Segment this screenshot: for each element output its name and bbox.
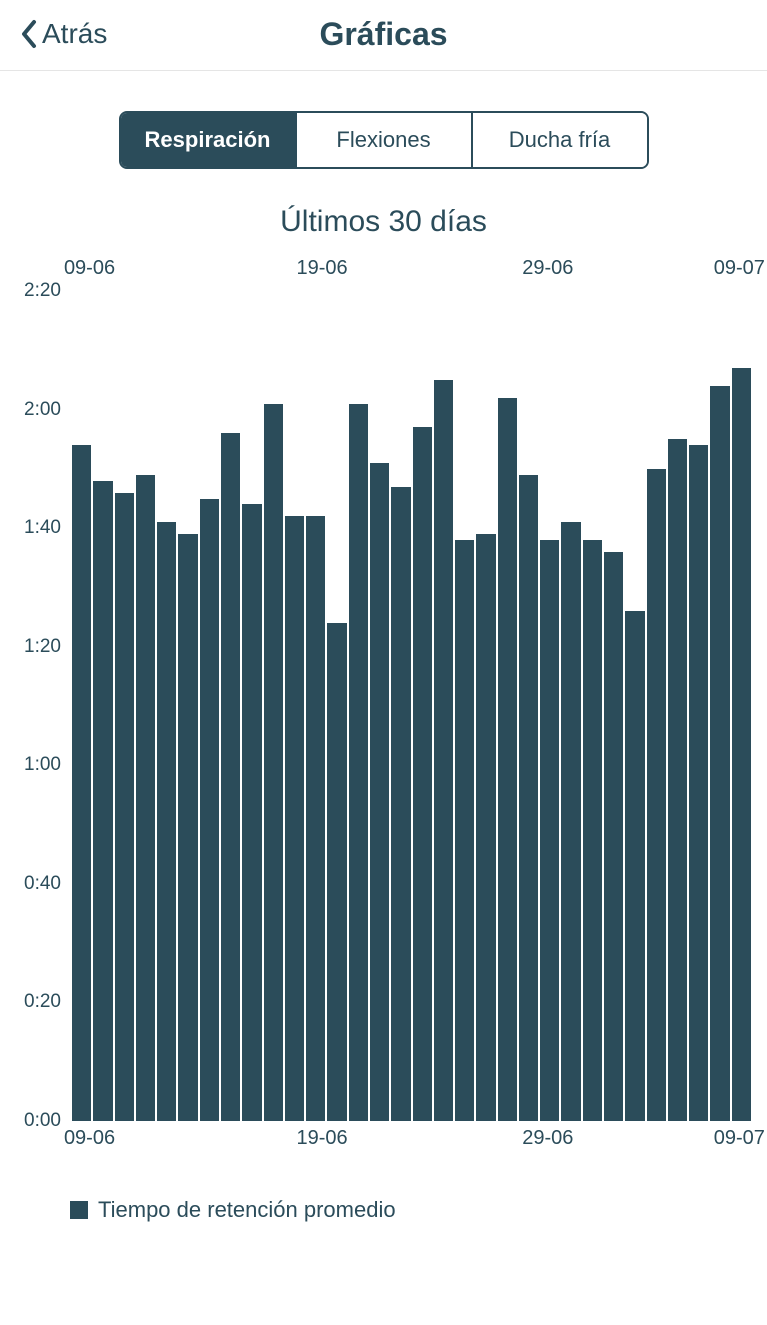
back-label: Atrás xyxy=(42,18,107,50)
y-tick-label: 0:20 xyxy=(24,991,61,1013)
chart-bar xyxy=(434,380,453,1121)
x-tick-label-bottom: 09-06 xyxy=(64,1127,115,1150)
chart-bar xyxy=(264,404,283,1121)
y-tick-label: 1:20 xyxy=(24,636,61,658)
chart-bar xyxy=(391,487,410,1121)
y-tick-label: 0:40 xyxy=(24,873,61,895)
chart-bar xyxy=(710,386,729,1121)
x-tick-label-top: 09-06 xyxy=(64,257,115,280)
y-tick-label: 1:00 xyxy=(24,754,61,776)
tab-ducha-fria[interactable]: Ducha fría xyxy=(473,113,647,167)
chart-bar xyxy=(72,445,91,1121)
tab-flexiones[interactable]: Flexiones xyxy=(297,113,473,167)
chart-bar xyxy=(583,540,602,1121)
chart-bar xyxy=(668,439,687,1121)
y-tick-label: 0:00 xyxy=(24,1110,61,1132)
x-tick-label-bottom: 29-06 xyxy=(522,1127,573,1150)
y-tick-label: 1:40 xyxy=(24,517,61,539)
chart-bar xyxy=(540,540,559,1121)
chart-container: 09-0619-0629-0609-07 2:202:001:401:201:0… xyxy=(14,257,753,1177)
chart-bar xyxy=(93,481,112,1121)
chart-bar xyxy=(561,522,580,1121)
chart-bar xyxy=(200,499,219,1122)
chart-bar xyxy=(115,493,134,1121)
segmented-control: Respiración Flexiones Ducha fría xyxy=(119,111,649,169)
chart-title: Últimos 30 días xyxy=(0,205,767,239)
chart-bar xyxy=(476,534,495,1121)
y-axis: 2:202:001:401:201:000:400:200:00 xyxy=(14,291,69,1121)
x-axis-bottom: 09-0619-0629-0609-07 xyxy=(69,1127,753,1157)
app-header: Atrás Gráficas xyxy=(0,0,767,71)
chart-bar xyxy=(732,368,751,1121)
chart-bar xyxy=(413,427,432,1121)
chart-bar xyxy=(306,516,325,1121)
legend-label: Tiempo de retención promedio xyxy=(98,1197,396,1223)
x-tick-label-top: 29-06 xyxy=(522,257,573,280)
chart-bar xyxy=(604,552,623,1121)
chart-bar xyxy=(221,433,240,1121)
back-button[interactable]: Atrás xyxy=(20,18,107,50)
chart-plot-area xyxy=(69,291,753,1121)
chart-bar xyxy=(285,516,304,1121)
chart-bar xyxy=(327,623,346,1121)
x-tick-label-bottom: 19-06 xyxy=(297,1127,348,1150)
legend-swatch xyxy=(70,1201,88,1219)
chart-bar xyxy=(136,475,155,1121)
chart-bar xyxy=(178,534,197,1121)
chart-bar xyxy=(519,475,538,1121)
chart-bar xyxy=(157,522,176,1121)
chart-bar xyxy=(370,463,389,1121)
chart-bar xyxy=(242,504,261,1121)
chart-legend: Tiempo de retención promedio xyxy=(70,1197,767,1223)
tab-respiracion[interactable]: Respiración xyxy=(121,113,297,167)
chart-bar xyxy=(625,611,644,1121)
chevron-left-icon xyxy=(20,18,40,50)
page-title: Gráficas xyxy=(319,16,447,53)
chart-bar xyxy=(498,398,517,1121)
y-tick-label: 2:00 xyxy=(24,399,61,421)
x-tick-label-top: 19-06 xyxy=(297,257,348,280)
x-axis-top: 09-0619-0629-0609-07 xyxy=(69,257,753,287)
x-tick-label-bottom: 09-07 xyxy=(714,1127,765,1150)
chart-bar xyxy=(455,540,474,1121)
chart-bar xyxy=(349,404,368,1121)
x-tick-label-top: 09-07 xyxy=(714,257,765,280)
chart-bar xyxy=(647,469,666,1121)
chart-bar xyxy=(689,445,708,1121)
chart-bars xyxy=(70,291,753,1121)
y-tick-label: 2:20 xyxy=(24,280,61,302)
